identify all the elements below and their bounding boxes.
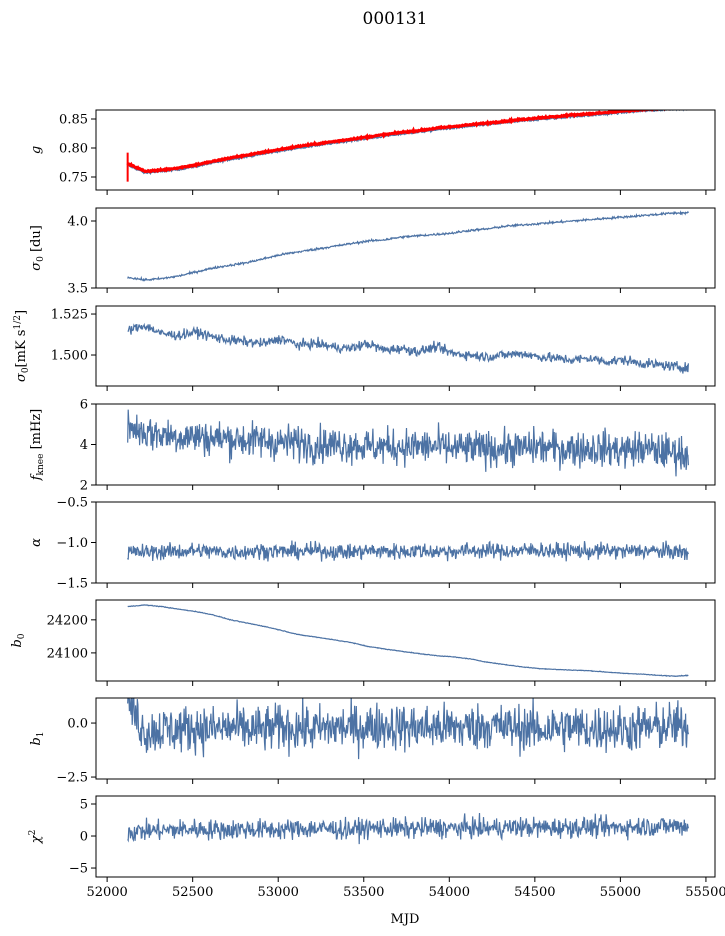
- y-axis-label-part: σ: [14, 372, 29, 382]
- y-tick-label: −5: [69, 862, 88, 877]
- series-line-chi2: [127, 812, 689, 845]
- y-tick-label: 1.500: [51, 349, 88, 364]
- y-axis-label: α: [29, 538, 44, 547]
- y-tick-label: 0.75: [59, 171, 88, 186]
- y-tick-label: 5: [80, 798, 88, 813]
- x-tick-label: 55500: [685, 885, 725, 900]
- y-tick-label: −2.5: [56, 771, 88, 786]
- y-axis-label-part: σ: [29, 261, 44, 271]
- y-tick-label: 2: [80, 479, 88, 494]
- panel-2: 1.500 1.525 σ0[mK s1/2]: [13, 305, 716, 391]
- panel-0: 0.75 0.80 0.85 g: [29, 109, 716, 195]
- y-axis-label-part: 0: [17, 633, 27, 639]
- y-tick-label: 4.0: [67, 214, 88, 229]
- x-tick-label: 54000: [429, 885, 470, 900]
- y-axis-label-part: [du]: [29, 225, 44, 256]
- y-tick-label: 24200: [47, 613, 88, 628]
- y-axis-label: fknee [mHz]: [29, 409, 46, 482]
- y-axis-label-part: ]: [14, 310, 29, 315]
- x-tick-label: 53000: [258, 885, 299, 900]
- series-line-sigma0-mK: [127, 322, 689, 374]
- series-line-sigma0-du: [127, 210, 689, 282]
- panel-6: −2.5 0.0 b1: [29, 697, 716, 786]
- y-axis-label: g: [29, 146, 44, 154]
- y-axis-label: σ0 [du]: [29, 225, 46, 271]
- y-axis-label-part: 1: [36, 731, 46, 737]
- y-axis-label-part: 0: [21, 367, 31, 373]
- y-axis-label-part: χ: [29, 834, 44, 844]
- y-tick-label: 0: [80, 830, 88, 845]
- y-axis-label: χ2: [28, 830, 44, 845]
- x-tick-label: 55000: [600, 885, 641, 900]
- y-axis-label: b0: [10, 633, 27, 647]
- series-line-g: [127, 110, 688, 176]
- x-tick-label: 52500: [172, 885, 213, 900]
- y-tick-label: 0.0: [67, 717, 88, 732]
- y-tick-label: −1.0: [56, 536, 88, 551]
- y-axis-label-part: [mK s: [14, 330, 29, 368]
- axes-frame: [95, 599, 716, 682]
- panel-5: 24100 24200 b0: [10, 599, 716, 686]
- panel-1: 3.5 4.0 σ0 [du]: [29, 207, 716, 297]
- y-axis-label-part: 1/2: [13, 315, 23, 329]
- series-line-g-model: [126, 110, 671, 174]
- axes-frame: [95, 109, 716, 191]
- y-tick-label: 1.525: [51, 308, 88, 323]
- y-tick-label: −0.5: [56, 496, 88, 511]
- series-line-b1: [127, 698, 689, 760]
- y-axis-label: b1: [29, 731, 46, 745]
- y-axis-label-part: b: [29, 737, 44, 745]
- y-tick-label: 4: [80, 438, 88, 453]
- chart-title: 000131: [363, 9, 428, 29]
- y-axis-label-part: f: [29, 473, 44, 481]
- y-axis-label-part: b: [10, 639, 25, 647]
- y-axis-label-part: g: [29, 146, 44, 154]
- y-axis-label: σ0[mK s1/2]: [13, 310, 31, 382]
- y-tick-label: −1.5: [56, 577, 88, 592]
- y-tick-label: 24100: [47, 646, 88, 661]
- y-tick-label: 0.80: [59, 141, 88, 156]
- panel-3: 2 4 6 fknee [mHz]: [29, 398, 716, 494]
- x-axis-label: MJD: [391, 912, 420, 927]
- series-line-fknee: [127, 409, 689, 477]
- y-tick-label: 6: [80, 398, 88, 413]
- y-axis-label-part: knee: [36, 454, 46, 476]
- x-tick-label: 53500: [343, 885, 384, 900]
- y-axis-label-part: 2: [28, 830, 38, 836]
- axes-frame: [95, 795, 716, 878]
- axes-frame: [95, 697, 716, 780]
- y-tick-label: 3.5: [67, 282, 88, 297]
- x-tick-label: 52000: [86, 885, 127, 900]
- panel-7: 52000 52500 53000 53500 54000 54500 55000 55500…: [28, 795, 725, 900]
- y-axis-label-part: 0: [36, 256, 46, 262]
- y-axis-label-part: α: [29, 538, 44, 547]
- axes-frame: [95, 207, 716, 289]
- y-axis-label-part: [mHz]: [29, 409, 44, 454]
- panel-4: −1.5 −1.0 −0.5 α: [29, 496, 716, 592]
- x-tick-label: 54500: [514, 885, 555, 900]
- series-line-alpha: [127, 540, 689, 562]
- axes-frame: [95, 305, 716, 387]
- axes-frame: [95, 501, 716, 584]
- y-tick-label: 0.85: [59, 112, 88, 127]
- series-line-b0: [127, 604, 689, 678]
